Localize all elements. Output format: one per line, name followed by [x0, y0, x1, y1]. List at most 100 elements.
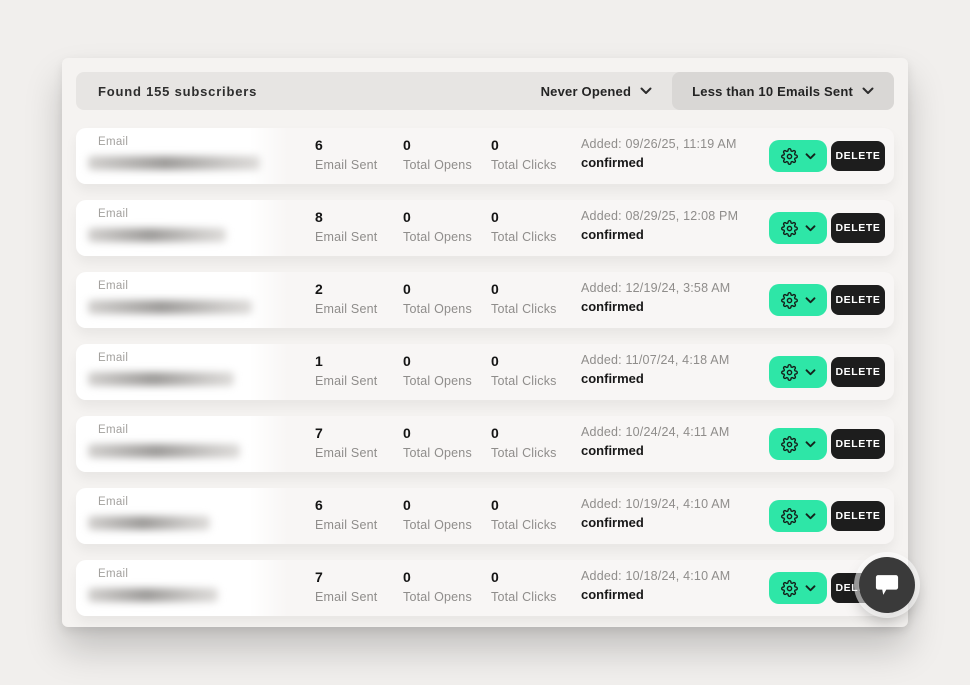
email-label: Email — [98, 136, 129, 148]
subscriber-meta: Added: 09/26/25, 11:19 AM confirmed — [581, 137, 737, 170]
total-opens-label: Total Opens — [403, 518, 472, 532]
chevron-down-icon — [862, 87, 874, 95]
delete-button[interactable]: DELETE — [831, 285, 885, 315]
email-label: Email — [98, 208, 129, 220]
emails-sent-value: 6 — [315, 497, 323, 513]
subscriber-meta: Added: 10/19/24, 4:10 AM confirmed — [581, 497, 730, 530]
emails-sent-label: Email Sent — [315, 158, 378, 172]
emails-sent-label: Email Sent — [315, 518, 378, 532]
emails-sent-stat: 2 Email Sent — [315, 281, 377, 316]
emails-sent-stat: 8 Email Sent — [315, 209, 377, 244]
subscriber-row: Email 7 Email Sent 0 Total Opens 0 Total… — [76, 560, 894, 616]
total-clicks-label: Total Clicks — [491, 230, 557, 244]
gear-icon — [780, 363, 798, 381]
email-cell: Email — [76, 416, 288, 472]
email-label: Email — [98, 352, 129, 364]
emails-sent-stat: 6 Email Sent — [315, 137, 377, 172]
email-label: Email — [98, 568, 129, 580]
email-cell: Email — [76, 560, 288, 616]
chevron-down-icon — [805, 296, 816, 304]
status-badge: confirmed — [581, 443, 644, 458]
email-value-redacted — [88, 372, 234, 386]
total-opens-stat: 0 Total Opens — [403, 209, 472, 244]
emails-sent-value: 1 — [315, 353, 323, 369]
total-clicks-value: 0 — [491, 281, 499, 297]
settings-dropdown-button[interactable] — [769, 212, 827, 244]
chevron-down-icon — [640, 87, 652, 95]
subscriber-list: Email 6 Email Sent 0 Total Opens 0 Total… — [76, 128, 894, 627]
settings-dropdown-button[interactable] — [769, 428, 827, 460]
emails-sent-stat: 1 Email Sent — [315, 353, 377, 388]
filter-emails-sent-label: Less than 10 Emails Sent — [692, 83, 853, 99]
email-value-redacted — [88, 444, 240, 458]
total-opens-value: 0 — [403, 569, 411, 585]
email-cell: Email — [76, 128, 288, 184]
emails-sent-label: Email Sent — [315, 446, 378, 460]
gear-icon — [780, 147, 798, 165]
email-label: Email — [98, 496, 129, 508]
filter-never-opened[interactable]: Never Opened — [521, 72, 673, 110]
total-opens-value: 0 — [403, 497, 411, 513]
total-clicks-value: 0 — [491, 137, 499, 153]
total-clicks-stat: 0 Total Clicks — [491, 137, 557, 172]
email-cell: Email — [76, 200, 288, 256]
emails-sent-value: 6 — [315, 137, 323, 153]
added-date: Added: 10/18/24, 4:10 AM — [581, 569, 731, 583]
total-clicks-stat: 0 Total Clicks — [491, 569, 557, 604]
delete-button[interactable]: DELETE — [831, 357, 885, 387]
email-label: Email — [98, 424, 129, 436]
delete-button[interactable]: DELETE — [831, 141, 885, 171]
total-opens-stat: 0 Total Opens — [403, 137, 472, 172]
total-opens-label: Total Opens — [403, 230, 472, 244]
email-label: Email — [98, 280, 129, 292]
total-opens-value: 0 — [403, 425, 411, 441]
total-clicks-value: 0 — [491, 353, 499, 369]
chevron-down-icon — [805, 224, 816, 232]
chat-bubble-icon — [873, 572, 901, 598]
subscriber-meta: Added: 08/29/25, 12:08 PM confirmed — [581, 209, 738, 242]
chat-launcher-button[interactable] — [859, 557, 915, 613]
emails-sent-value: 7 — [315, 425, 323, 441]
added-date: Added: 12/19/24, 3:58 AM — [581, 281, 731, 295]
email-value-redacted — [88, 228, 226, 242]
subscriber-meta: Added: 10/18/24, 4:10 AM confirmed — [581, 569, 730, 602]
total-opens-label: Total Opens — [403, 590, 472, 604]
total-clicks-value: 0 — [491, 209, 499, 225]
total-clicks-label: Total Clicks — [491, 518, 557, 532]
emails-sent-label: Email Sent — [315, 302, 378, 316]
delete-button[interactable]: DELETE — [831, 213, 885, 243]
email-value-redacted — [88, 588, 218, 602]
total-opens-value: 0 — [403, 209, 411, 225]
settings-dropdown-button[interactable] — [769, 140, 827, 172]
total-clicks-label: Total Clicks — [491, 590, 557, 604]
total-clicks-value: 0 — [491, 497, 499, 513]
added-date: Added: 10/19/24, 4:10 AM — [581, 497, 731, 511]
gear-icon — [780, 579, 798, 597]
settings-dropdown-button[interactable] — [769, 356, 827, 388]
total-clicks-label: Total Clicks — [491, 374, 557, 388]
total-clicks-label: Total Clicks — [491, 158, 557, 172]
subscriber-row: Email 1 Email Sent 0 Total Opens 0 Total… — [76, 344, 894, 400]
chevron-down-icon — [805, 152, 816, 160]
email-cell: Email — [76, 272, 288, 328]
total-clicks-label: Total Clicks — [491, 302, 557, 316]
status-badge: confirmed — [581, 587, 644, 602]
delete-button[interactable]: DELETE — [831, 501, 885, 531]
total-opens-stat: 0 Total Opens — [403, 497, 472, 532]
subscriber-row: Email 7 Email Sent 0 Total Opens 0 Total… — [76, 416, 894, 472]
total-clicks-stat: 0 Total Clicks — [491, 425, 557, 460]
gear-icon — [780, 291, 798, 309]
gear-icon — [780, 219, 798, 237]
delete-button[interactable]: DELETE — [831, 429, 885, 459]
total-opens-label: Total Opens — [403, 158, 472, 172]
emails-sent-stat: 7 Email Sent — [315, 569, 377, 604]
filter-emails-sent[interactable]: Less than 10 Emails Sent — [672, 72, 894, 110]
settings-dropdown-button[interactable] — [769, 572, 827, 604]
gear-icon — [780, 435, 798, 453]
settings-dropdown-button[interactable] — [769, 284, 827, 316]
total-opens-stat: 0 Total Opens — [403, 353, 472, 388]
settings-dropdown-button[interactable] — [769, 500, 827, 532]
subscriber-row: Email 6 Email Sent 0 Total Opens 0 Total… — [76, 128, 894, 184]
added-date: Added: 11/07/24, 4:18 AM — [581, 353, 730, 367]
emails-sent-stat: 7 Email Sent — [315, 425, 377, 460]
